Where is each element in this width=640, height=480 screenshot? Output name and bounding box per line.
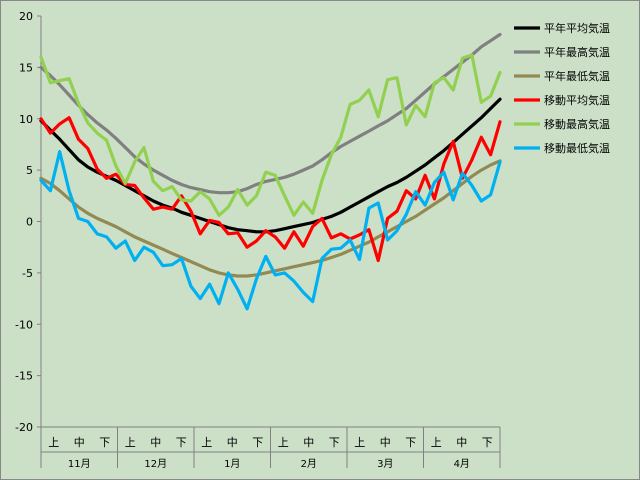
y-tick-label: -20 <box>15 421 33 434</box>
normal-max-temp-line <box>39 32 502 195</box>
x-subperiod-label: 下 <box>252 436 263 449</box>
x-subperiod-label: 中 <box>227 436 238 449</box>
x-month-label: 12月 <box>144 458 167 470</box>
y-tick-label: 0 <box>26 216 33 229</box>
x-subperiod-label: 下 <box>329 436 340 449</box>
y-tick-label: 10 <box>19 113 33 126</box>
x-subperiod-label: 中 <box>150 436 161 449</box>
y-axis-tick-labels: 20 15 10 5 0 -5 -10 -15 -20 <box>15 10 33 434</box>
y-tick-label: -10 <box>15 318 33 331</box>
legend-label: 移動平均気温 <box>544 93 610 107</box>
axes <box>37 15 501 468</box>
series-lines <box>39 32 502 311</box>
normal-min-temp-line <box>39 159 502 278</box>
x-subperiod-label: 中 <box>456 436 467 449</box>
moving-min-temp-line <box>39 150 502 311</box>
x-subperiod-label: 下 <box>482 436 493 449</box>
x-subperiod-label: 上 <box>278 436 289 449</box>
x-month-label: 1月 <box>224 458 240 470</box>
x-month-label: 3月 <box>377 458 393 470</box>
legend-label: 平年最低気温 <box>544 69 610 83</box>
y-tick-label: -5 <box>22 267 33 280</box>
legend-label: 移動最高気温 <box>544 117 610 131</box>
x-subperiod-label: 下 <box>176 436 187 449</box>
y-tick-label: 20 <box>19 10 33 23</box>
legend-label: 移動最低気温 <box>544 141 610 155</box>
x-subperiod-label: 下 <box>99 436 110 449</box>
legend-label: 平年最高気温 <box>544 45 610 59</box>
x-subperiod-label: 中 <box>380 436 391 449</box>
x-axis-tick-labels: 上中下11月上中下12月上中下1月上中下2月上中下3月上中下4月 <box>48 436 493 470</box>
x-subperiod-label: 中 <box>303 436 314 449</box>
normal-mean-temp-line <box>39 97 502 234</box>
moving-mean-temp-line <box>39 116 502 263</box>
x-month-label: 2月 <box>301 458 317 470</box>
y-tick-label: 15 <box>19 61 33 74</box>
y-tick-label: -15 <box>15 370 33 383</box>
x-subperiod-label: 中 <box>74 436 85 449</box>
x-subperiod-label: 上 <box>431 436 442 449</box>
moving-max-temp-line <box>39 53 502 217</box>
x-subperiod-label: 下 <box>405 436 416 449</box>
legend-label: 平年平均気温 <box>544 21 610 35</box>
x-subperiod-label: 上 <box>354 436 365 449</box>
y-tick-label: 5 <box>26 164 33 177</box>
x-subperiod-label: 上 <box>201 436 212 449</box>
x-subperiod-label: 上 <box>125 436 136 449</box>
x-month-label: 11月 <box>68 458 91 470</box>
x-subperiod-label: 上 <box>48 436 59 449</box>
x-month-label: 4月 <box>454 458 470 470</box>
